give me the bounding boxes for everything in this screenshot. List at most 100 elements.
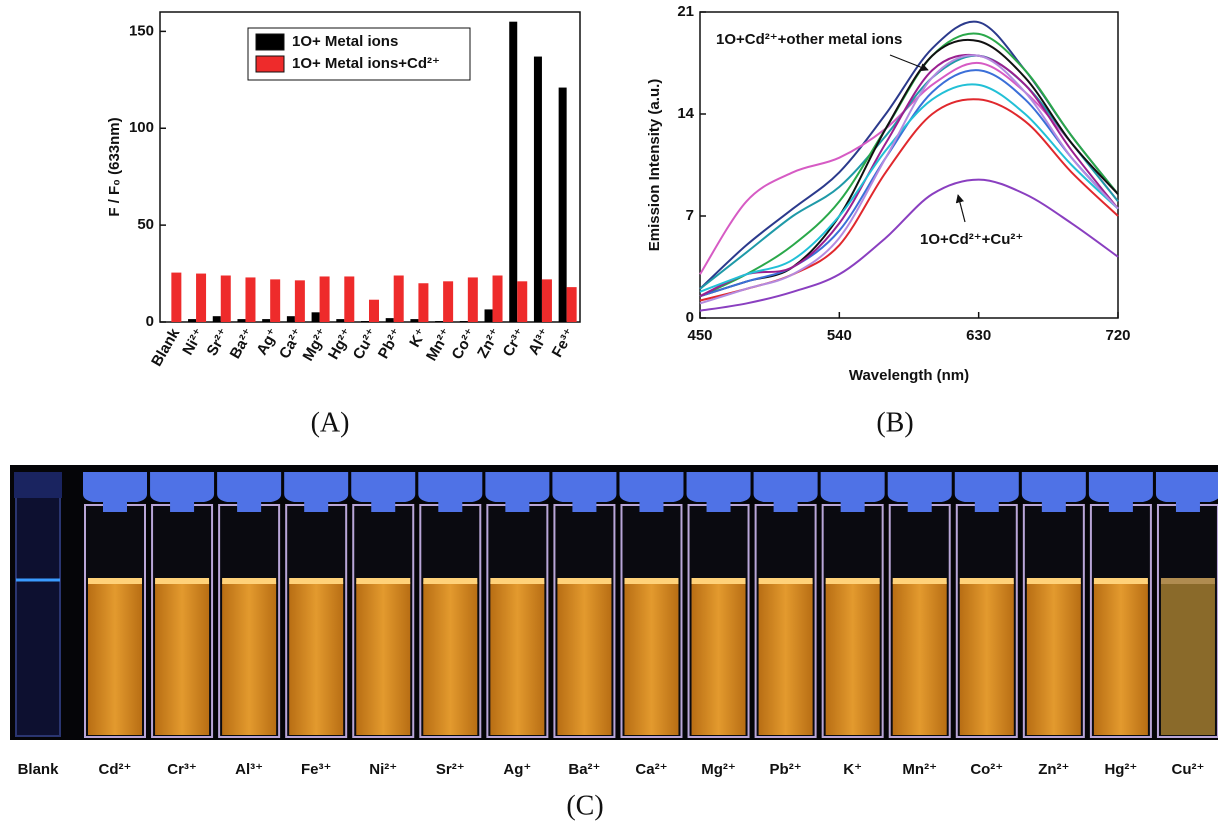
vial-liquid [557,582,612,735]
bar [262,319,271,322]
x-tick-label: Zn²⁺ [474,325,504,361]
x-tick-label: Cu²⁺ [350,325,381,362]
vial-label: Mg²⁺ [701,761,736,778]
vial-liquid [155,582,210,735]
vial-label: Co²⁺ [970,761,1003,778]
spectrum-line [699,53,1119,298]
y-tick-label: 100 [129,119,154,136]
vial-liquid [825,582,880,735]
vial-label: Cd²⁺ [99,761,132,778]
vial-label: Zn²⁺ [1038,761,1069,778]
vial-liquid [222,582,277,735]
vial-label: Ba²⁺ [568,761,600,778]
vial-liquid [892,582,947,735]
vial-liquid [959,582,1014,735]
legend-label: 1O+ Metal ions+Cd²⁺ [292,55,440,72]
vial-liquid [88,582,142,735]
y-tick-label: 0 [686,309,694,326]
bar [541,279,552,322]
vial-liquid [758,582,813,735]
bar [245,277,256,322]
vial-label: Fe³⁺ [301,761,331,778]
x-tick-label: 720 [1105,327,1130,344]
y-tick-label: 150 [129,22,154,39]
bar [484,309,493,322]
vial-cap [217,472,282,512]
x-tick-label: 450 [687,327,712,344]
vial-label: Cr³⁺ [167,761,197,778]
vial-label: Pb²⁺ [770,761,802,778]
blank-vial [15,477,61,737]
bar [336,319,345,322]
vial-liquid [289,582,344,735]
plot-frame [699,11,1119,319]
vial-cap [418,472,483,512]
meniscus [892,578,947,584]
legend-swatch [255,55,285,73]
vial-cap [1021,472,1086,512]
x-tick-label: Mn²⁺ [423,325,455,363]
bar [509,21,518,322]
vial-cap [820,472,885,512]
meniscus [1093,578,1148,584]
x-tick-label: Co²⁺ [449,325,480,362]
vial-cap [552,472,617,512]
legend-label: 1O+ Metal ions [292,33,398,50]
bar [311,312,320,322]
vial-cap [954,472,1019,512]
vial-liquid [691,582,746,735]
y-tick-label: 14 [677,105,694,122]
panel-caption: (A) [311,407,350,438]
vial-cap [485,472,550,512]
x-tick-label: 540 [827,327,852,344]
x-tick-label: Ni²⁺ [179,325,208,358]
vial-liquid [1160,582,1215,735]
x-tick-label: K⁺ [406,325,430,350]
spectrum-line [699,178,1119,312]
vial-label: Mn²⁺ [902,761,937,778]
bar [492,275,503,322]
bar [361,321,369,322]
annotation: 1O+Cd²⁺+other metal ions [716,31,902,48]
bar [566,287,577,322]
bar [212,316,221,322]
x-tick-label: Ba²⁺ [227,325,258,361]
x-tick-label: Hg²⁺ [325,325,356,362]
meniscus [423,578,478,584]
meniscus [1160,578,1215,584]
vial-label: Hg²⁺ [1104,761,1137,778]
spectrum-line [699,54,1119,305]
bar [344,276,355,322]
vial-cap [1155,472,1218,512]
bar [443,281,454,322]
vial-liquid [490,582,545,735]
spectrum-line [699,61,1119,275]
vial-liquid [1093,582,1148,735]
x-tick-label: 630 [966,327,991,344]
bar [220,275,231,322]
x-tick-label: Fe³⁺ [549,325,579,360]
y-tick-label: 7 [686,207,694,224]
panel-caption: (B) [876,407,913,438]
vial-label: Ni²⁺ [369,761,397,778]
vial-cap [83,472,147,512]
bar [517,281,528,322]
legend-box [247,27,471,81]
meniscus [758,578,813,584]
bar [237,319,246,322]
x-tick-label: Pb²⁺ [375,325,406,361]
y-tick-label: 21 [677,3,694,20]
vial-cap [351,472,416,512]
bar [294,280,305,322]
bar [188,319,197,322]
bar [286,316,295,322]
spectrum-line [699,54,1119,290]
bar [270,279,281,322]
vial-label: Blank [18,761,60,778]
panel-caption: (C) [566,790,603,821]
bar [418,283,429,322]
vial-liquid [1026,582,1081,735]
meniscus [490,578,545,584]
meniscus [624,578,679,584]
meniscus [88,578,142,584]
